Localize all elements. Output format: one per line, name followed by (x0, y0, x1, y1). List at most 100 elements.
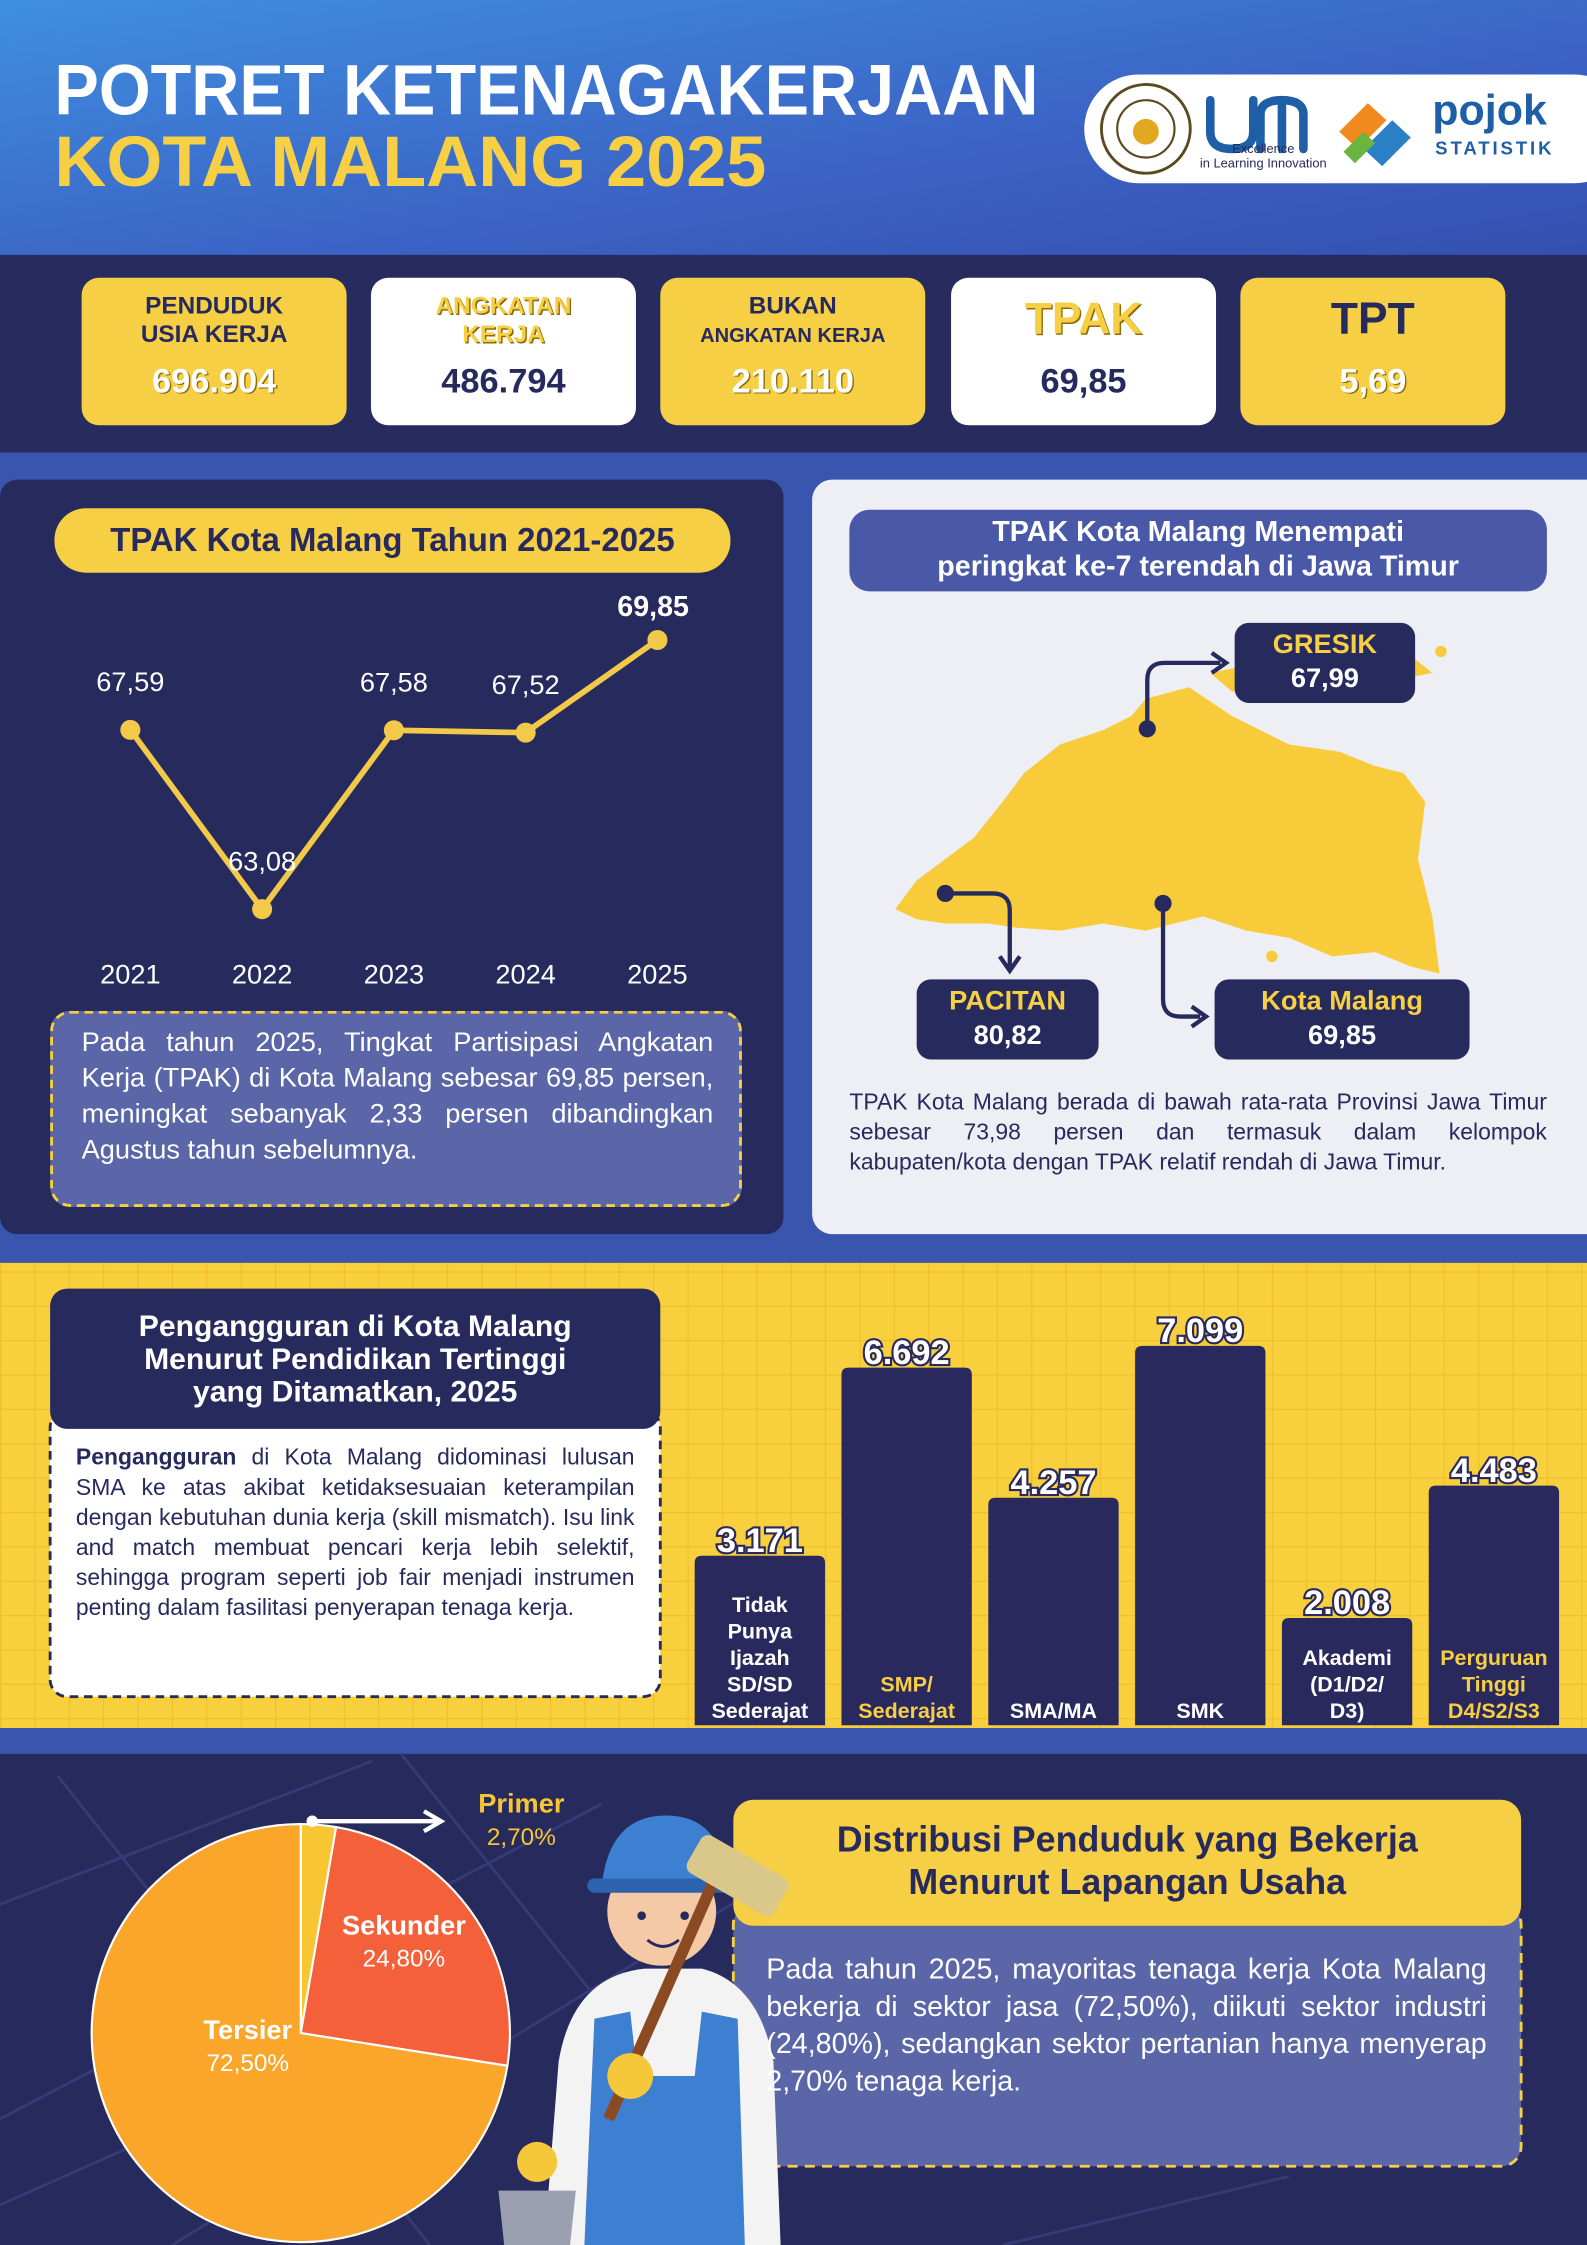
stat-label: PENDUDUK (145, 292, 284, 320)
callout-box (1234, 622, 1416, 703)
bar (841, 1367, 972, 1726)
category-label: Sederajat (711, 1699, 808, 1723)
value-label: 69,85 (617, 591, 689, 623)
callout-box (916, 979, 1099, 1060)
map-title: TPAK Kota Malang Menempati peringkat ke-… (849, 515, 1547, 584)
slice-name: Tersier (203, 2014, 292, 2045)
stat-value: 69,85 (1040, 362, 1127, 401)
logo-tagline: Excellence in Learning Innovation (1192, 142, 1335, 171)
logo-statistik: STATISTIK (1435, 137, 1555, 159)
pie-slice (299, 1825, 511, 2068)
category-label: Ijazah (730, 1646, 790, 1670)
value-label: 67,59 (96, 666, 164, 697)
stat-value: 486.794 (441, 362, 566, 401)
value-label: 63,08 (228, 846, 296, 877)
map-title-pill (849, 509, 1547, 592)
bar (1428, 1485, 1560, 1726)
logo-pojok: pojok (1432, 87, 1547, 135)
stat-label: KERJA (462, 320, 545, 348)
x-tick-label: 2023 (364, 959, 424, 990)
logo-bps-2 (1363, 120, 1411, 167)
worker-illustration (498, 1815, 789, 2245)
slice-value: 24,80% (363, 1946, 446, 1973)
dist-title-box (733, 1799, 1522, 1926)
map-connectors (945, 651, 1230, 1029)
stat-card (81, 277, 347, 426)
callout-value: 69,85 (1308, 1020, 1377, 1051)
point (120, 719, 141, 740)
slice-value: 72,50% (207, 2050, 290, 2077)
x-tick-label: 2025 (627, 959, 687, 990)
category-label: (D1/D2/ (1310, 1673, 1384, 1697)
dist-text-box (731, 1902, 1523, 2168)
callout-name: Kota Malang (1261, 986, 1423, 1017)
category-label: Tidak (732, 1593, 788, 1617)
callout-value: 80,82 (973, 1020, 1042, 1051)
value-label: 7.099 (1157, 1312, 1243, 1350)
stat-card (1240, 277, 1506, 426)
category-label: Punya (728, 1620, 793, 1644)
bar (694, 1555, 826, 1726)
value-label: 6.692 (864, 1334, 950, 1372)
x-tick-label: 2024 (495, 959, 555, 990)
map-dot (1138, 720, 1156, 738)
logo-bps-1 (1339, 103, 1387, 149)
line-note: Pada tahun 2025, Tingkat Partisipasi Ang… (50, 1010, 742, 1207)
map-note: TPAK Kota Malang berada di bawah rata-ra… (849, 1091, 1547, 1176)
divider (0, 1728, 1587, 1754)
point (515, 722, 536, 743)
stat-card (660, 277, 926, 426)
stat-value: 5,69 (1339, 362, 1407, 401)
callout-name: GRESIK (1272, 629, 1378, 661)
map-dot (936, 884, 954, 903)
bar-chart-title: Pengangguran di Kota Malang Menurut Pend… (50, 1310, 660, 1409)
category-label: Akademi (1302, 1646, 1392, 1670)
map-title-line: TPAK Kota Malang Menempati (992, 516, 1404, 549)
category-label: SMK (1176, 1699, 1224, 1723)
point (252, 899, 273, 920)
category-label: Tinggi (1462, 1673, 1526, 1697)
stat-label: ANGKATAN (435, 292, 572, 320)
bar-title-line: yang Ditamatkan, 2025 (193, 1375, 518, 1409)
bar (1135, 1345, 1266, 1726)
line-title-pill (54, 508, 731, 573)
stat-card (951, 277, 1217, 426)
x-tick-label: 2022 (232, 959, 292, 990)
bar-body: Pengangguran di Kota Malang didominasi l… (76, 1443, 635, 1623)
bar-title-line: Pengangguran di Kota Malang (138, 1310, 572, 1343)
logo-tagline-line: in Learning Innovation (1199, 156, 1327, 171)
map-title-line: peringkat ke-7 terendah di Jawa Timur (937, 551, 1459, 583)
bar-body-text: di Kota Malang didominasi lulusan SMA ke… (75, 1446, 635, 1621)
stat-label: ANGKATAN KERJA (700, 323, 886, 347)
stat-label: TPT (1330, 293, 1415, 344)
bar-title-line: Menurut Pendidikan Tertinggi (144, 1342, 567, 1376)
logo-bps-3 (1343, 131, 1376, 164)
slice-name: Sekunder (342, 1909, 466, 1940)
category-label: SMP/ (880, 1673, 933, 1697)
callout-box (1214, 979, 1470, 1060)
category-label: Perguruan (1440, 1646, 1547, 1670)
callout-value: 67,99 (1290, 664, 1359, 695)
bar (1281, 1617, 1413, 1726)
category-label: D3) (1330, 1699, 1365, 1723)
point (647, 629, 668, 651)
value-label: 2.008 (1304, 1584, 1390, 1622)
category-label: D4/S2/S3 (1448, 1699, 1540, 1723)
map-dot (1154, 894, 1172, 913)
pie-chart-title: Distribusi Penduduk yang Bekerja Menurut… (733, 1818, 1521, 1904)
primer-arrow (312, 1809, 446, 1834)
point (383, 720, 404, 741)
category-label: Sederajat (858, 1699, 955, 1723)
bar-title-box (50, 1288, 661, 1429)
stat-label: USIA KERJA (140, 320, 288, 348)
bar-body-bold: Pengangguran (75, 1446, 237, 1471)
logo-um (1206, 95, 1308, 154)
value-label: 4.483 (1451, 1452, 1537, 1490)
stat-label: BUKAN (748, 292, 837, 320)
pie-title-line: Distribusi Penduduk yang Bekerja (836, 1819, 1418, 1860)
value-label: 4.257 (1010, 1464, 1096, 1502)
pie-title-line: Menurut Lapangan Usaha (908, 1862, 1347, 1903)
map-island (1266, 950, 1278, 963)
header-title: POTRET KETENAGAKERJAAN KOTA MALANG 2025 (54, 51, 1038, 203)
